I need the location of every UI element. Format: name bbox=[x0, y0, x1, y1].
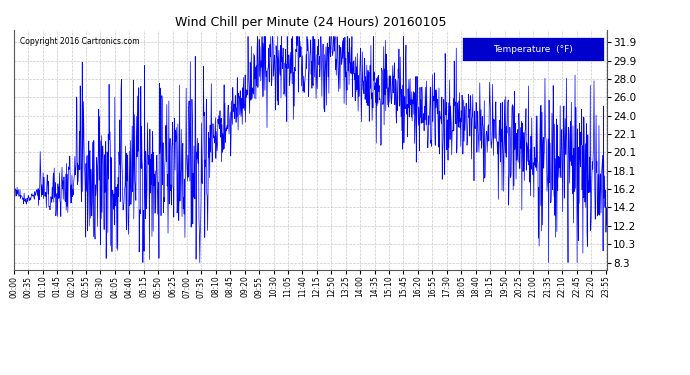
FancyBboxPatch shape bbox=[462, 37, 604, 61]
Title: Wind Chill per Minute (24 Hours) 20160105: Wind Chill per Minute (24 Hours) 2016010… bbox=[175, 16, 446, 29]
Text: Copyright 2016 Cartronics.com: Copyright 2016 Cartronics.com bbox=[20, 37, 139, 46]
Text: Temperature  (°F): Temperature (°F) bbox=[493, 45, 573, 54]
